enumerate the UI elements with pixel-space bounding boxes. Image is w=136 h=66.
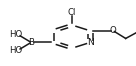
Text: HO: HO [9,46,22,55]
Text: HO: HO [9,30,22,39]
Text: N: N [88,38,95,47]
Text: Cl: Cl [68,8,76,17]
Text: O: O [109,26,116,35]
Text: B: B [28,38,34,47]
